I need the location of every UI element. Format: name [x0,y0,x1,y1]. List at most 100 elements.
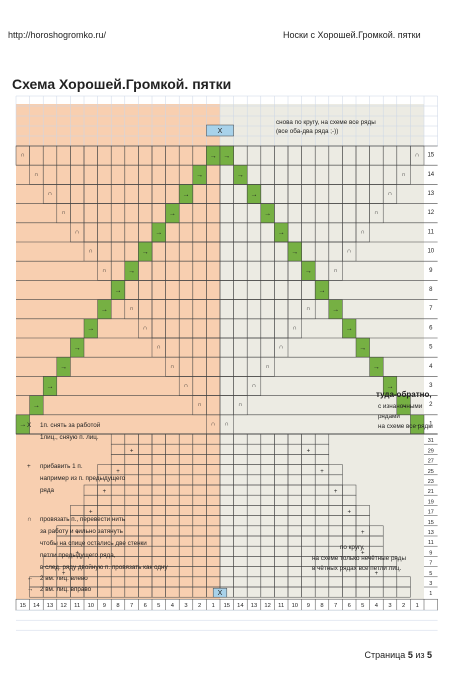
header-url[interactable]: http://horoshogromko.ru/ [8,30,107,40]
arrow-mark: → [87,326,94,333]
arrow-mark: → [319,287,326,294]
round-text-1: по кругу, [340,544,365,551]
plus-text-3: ряда [40,487,55,494]
row-label-bottom: 17 [428,510,434,516]
right-arrow-key: → [27,586,34,593]
loop-mark: ∩ [265,364,269,370]
arrow-mark: → [169,211,176,218]
arrow-mark: → [278,230,285,237]
row-label-top: 12 [427,210,434,216]
row-label-top: 5 [429,345,433,351]
row-label-bottom: 5 [429,571,432,577]
row-label-bottom: 7 [429,561,432,567]
row-label-top: 1 [429,421,433,427]
arrow-mark: → [74,345,81,352]
column-label: 11 [278,603,284,609]
loop-text-3: чтобы на спице остались две стенки [40,540,147,547]
column-label: 8 [116,603,119,609]
row-label-bottom: 19 [428,499,434,505]
loop-mark: ∩ [143,325,147,331]
plus-mark: + [75,530,79,536]
arrow-mark: → [237,172,244,179]
column-label: 6 [348,603,351,609]
row-label-top: 3 [429,383,433,389]
bottom-marker: X [218,590,223,597]
loop-mark: ∩ [157,345,161,351]
row-label-top: 4 [429,364,433,370]
arrow-mark: → [47,383,54,390]
column-label: 7 [130,603,133,609]
column-label: 13 [251,603,257,609]
loop-mark: ∩ [333,268,337,274]
loop-mark: ∩ [197,402,201,408]
column-label: 15 [224,603,230,609]
column-label: 10 [88,603,94,609]
column-label: 2 [402,603,405,609]
arrow-mark: → [223,153,230,160]
column-label: 13 [47,603,53,609]
column-label: 11 [74,603,80,609]
loop-mark: ∩ [306,306,310,312]
loop-mark: ∩ [75,229,79,235]
row-label-bottom: 11 [428,540,434,546]
arrow-mark: → [332,307,339,314]
loop-text-5: в след. ряду двойную п. провязать как од… [40,564,168,571]
loop-mark: ∩ [401,172,405,178]
column-label: 12 [60,603,66,609]
loop-mark: ∩ [21,153,25,159]
loop-mark: ∩ [388,191,392,197]
row-label-bottom: 23 [428,479,434,485]
plus-mark: + [116,469,120,475]
top-note-line-1: снова по кругу, на схеме все ряды [276,119,376,126]
arrow-mark: → [251,191,258,198]
round-text-3: в чётных рядах все петли лиц. [312,565,402,572]
column-label: 14 [33,603,40,609]
row-label-bottom: 15 [428,520,434,526]
right-note-title: туда-обратно, [376,390,432,399]
plus-mark: + [130,448,134,454]
column-label: 6 [144,603,147,609]
loop-mark: ∩ [238,402,242,408]
arrow-mark: → [115,287,122,294]
loop-mark: ∩ [279,345,283,351]
arrow-mark: → [210,153,217,160]
row-label-bottom: 13 [428,530,434,536]
loop-mark: ∩ [415,153,419,159]
round-text-2: на схеме только нечётные ряды [312,555,406,562]
arrow-mark: → [183,191,190,198]
top-marker: X [218,128,223,135]
plus-mark: + [334,489,338,495]
column-label: 1 [416,603,419,609]
arrow-mark: → [346,326,353,333]
row-label-top: 9 [429,268,433,274]
row-label-bottom: 1 [429,591,432,597]
row-label-bottom: 21 [428,489,434,495]
column-label: 9 [103,603,106,609]
page-title: Схема Хорошей.Громкой. пятки [12,76,232,92]
arrow-mark: → [155,230,162,237]
row-label-top: 13 [427,191,434,197]
page-label: Страница [364,650,408,660]
loop-mark: ∩ [225,421,229,427]
arrow-mark: → [19,422,26,429]
loop-mark: ∩ [89,249,93,255]
plus-mark: + [62,571,66,577]
row-label-bottom: 29 [428,448,434,454]
row-label-bottom: 25 [428,469,434,475]
arrow-mark: → [128,268,135,275]
page-total: 5 [426,650,432,660]
plus-mark: + [320,469,324,475]
loop-text-1: провязать п., перевести нить [40,516,126,523]
loop-mark: ∩ [361,229,365,235]
loop-key: ∩ [27,516,32,523]
plus-key: + [27,463,31,470]
right-arrow-text: 2 вм. лиц. вправо [40,586,92,593]
plus-mark: + [89,510,93,516]
column-label: 4 [375,603,379,609]
chart-cell [396,586,411,598]
arrow-mark: → [291,249,298,256]
row-label-bottom: 9 [429,550,432,556]
loop-text-2: за работу и сильно затянуть [40,528,123,535]
loop-mark: ∩ [48,191,52,197]
x-key: X [27,422,32,429]
